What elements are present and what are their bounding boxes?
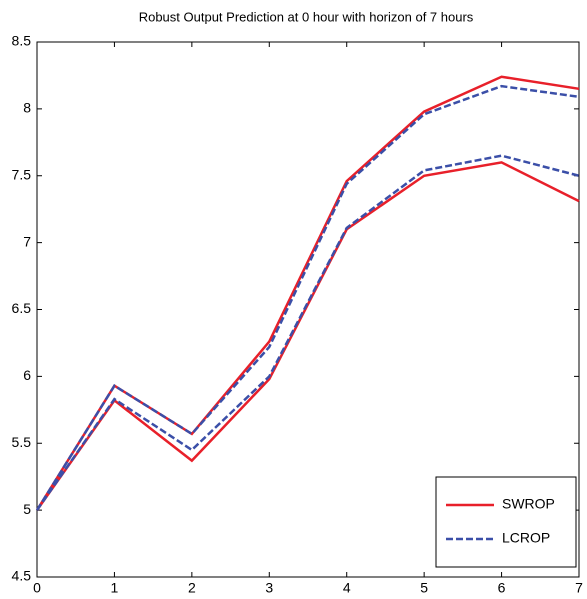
x-tick-label: 3 [265, 580, 273, 596]
x-tick-label: 5 [420, 580, 428, 596]
y-tick-label: 7 [23, 233, 31, 249]
x-tick-label: 6 [498, 580, 506, 596]
x-tick-label: 2 [188, 580, 196, 596]
series-line [35, 84, 580, 511]
y-tick-label: 6.5 [12, 300, 32, 316]
y-tick-label: 4.5 [12, 568, 32, 584]
y-tick-label: 6 [23, 367, 31, 383]
legend-box [435, 476, 577, 568]
series-line [35, 154, 580, 511]
legend-label: LCROP [502, 530, 550, 546]
y-tick-label: 8 [23, 100, 31, 116]
series-line [35, 161, 580, 511]
x-tick-label: 7 [575, 580, 583, 596]
x-tick-label: 1 [111, 580, 119, 596]
y-tick-label: 5.5 [12, 434, 32, 450]
x-tick-label: 4 [343, 580, 351, 596]
legend-label: SWROP [502, 496, 555, 512]
series-line [35, 75, 580, 511]
y-tick-label: 7.5 [12, 166, 32, 182]
y-tick-label: 8.5 [12, 33, 32, 49]
x-tick-label: 0 [33, 580, 41, 596]
chart-title: Robust Output Prediction at 0 hour with … [139, 9, 474, 24]
y-tick-label: 5 [23, 501, 31, 517]
